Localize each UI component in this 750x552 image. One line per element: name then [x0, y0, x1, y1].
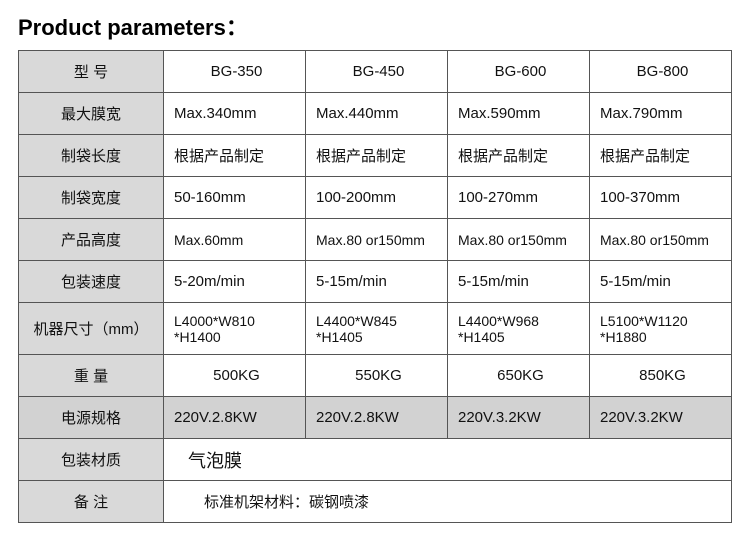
- label-product-height: 产品高度: [19, 219, 164, 261]
- ms-0: L4000*W810 *H1400: [164, 303, 306, 355]
- row-material: 包装材质 气泡膜: [19, 439, 732, 481]
- baglen-3: 根据产品制定: [590, 135, 732, 177]
- row-model: 型 号 BG-350 BG-450 BG-600 BG-800: [19, 51, 732, 93]
- ps-3: 5-15m/min: [590, 261, 732, 303]
- bagw-0: 50-160mm: [164, 177, 306, 219]
- row-machine-size: 机器尺寸（mm） L4000*W810 *H1400 L4400*W845 *H…: [19, 303, 732, 355]
- wt-2: 650KG: [448, 355, 590, 397]
- model-1: BG-450: [306, 51, 448, 93]
- pw-2: 220V.3.2KW: [448, 397, 590, 439]
- ph-1: Max.80 or150mm: [306, 219, 448, 261]
- ph-0: Max.60mm: [164, 219, 306, 261]
- maxfilm-3: Max.790mm: [590, 93, 732, 135]
- page-title: Product parameters：: [18, 10, 732, 42]
- wt-0: 500KG: [164, 355, 306, 397]
- ps-0: 5-20m/min: [164, 261, 306, 303]
- label-weight: 重 量: [19, 355, 164, 397]
- ms-3: L5100*W1120 *H1880: [590, 303, 732, 355]
- ph-3: Max.80 or150mm: [590, 219, 732, 261]
- model-2: BG-600: [448, 51, 590, 93]
- baglen-2: 根据产品制定: [448, 135, 590, 177]
- label-max-film-width: 最大膜宽: [19, 93, 164, 135]
- ps-1: 5-15m/min: [306, 261, 448, 303]
- maxfilm-0: Max.340mm: [164, 93, 306, 135]
- maxfilm-1: Max.440mm: [306, 93, 448, 135]
- baglen-0: 根据产品制定: [164, 135, 306, 177]
- label-remark: 备 注: [19, 481, 164, 523]
- bagw-1: 100-200mm: [306, 177, 448, 219]
- label-material: 包装材质: [19, 439, 164, 481]
- bagw-2: 100-270mm: [448, 177, 590, 219]
- row-power: 电源规格 220V.2.8KW 220V.2.8KW 220V.3.2KW 22…: [19, 397, 732, 439]
- pw-0: 220V.2.8KW: [164, 397, 306, 439]
- wt-3: 850KG: [590, 355, 732, 397]
- label-pack-speed: 包装速度: [19, 261, 164, 303]
- row-bag-width: 制袋宽度 50-160mm 100-200mm 100-270mm 100-37…: [19, 177, 732, 219]
- row-product-height: 产品高度 Max.60mm Max.80 or150mm Max.80 or15…: [19, 219, 732, 261]
- wt-1: 550KG: [306, 355, 448, 397]
- ps-2: 5-15m/min: [448, 261, 590, 303]
- bagw-3: 100-370mm: [590, 177, 732, 219]
- label-power: 电源规格: [19, 397, 164, 439]
- material-value: 气泡膜: [164, 439, 732, 481]
- maxfilm-2: Max.590mm: [448, 93, 590, 135]
- model-3: BG-800: [590, 51, 732, 93]
- model-0: BG-350: [164, 51, 306, 93]
- label-model: 型 号: [19, 51, 164, 93]
- row-max-film-width: 最大膜宽 Max.340mm Max.440mm Max.590mm Max.7…: [19, 93, 732, 135]
- ph-2: Max.80 or150mm: [448, 219, 590, 261]
- row-remark: 备 注 标准机架材料：碳钢喷漆: [19, 481, 732, 523]
- row-pack-speed: 包装速度 5-20m/min 5-15m/min 5-15m/min 5-15m…: [19, 261, 732, 303]
- ms-2: L4400*W968 *H1405: [448, 303, 590, 355]
- label-machine-size: 机器尺寸（mm）: [19, 303, 164, 355]
- ms-1: L4400*W845 *H1405: [306, 303, 448, 355]
- label-bag-width: 制袋宽度: [19, 177, 164, 219]
- row-bag-length: 制袋长度 根据产品制定 根据产品制定 根据产品制定 根据产品制定: [19, 135, 732, 177]
- row-weight: 重 量 500KG 550KG 650KG 850KG: [19, 355, 732, 397]
- baglen-1: 根据产品制定: [306, 135, 448, 177]
- remark-value: 标准机架材料：碳钢喷漆: [164, 481, 732, 523]
- pw-3: 220V.3.2KW: [590, 397, 732, 439]
- label-bag-length: 制袋长度: [19, 135, 164, 177]
- pw-1: 220V.2.8KW: [306, 397, 448, 439]
- parameters-table: 型 号 BG-350 BG-450 BG-600 BG-800 最大膜宽 Max…: [18, 50, 732, 523]
